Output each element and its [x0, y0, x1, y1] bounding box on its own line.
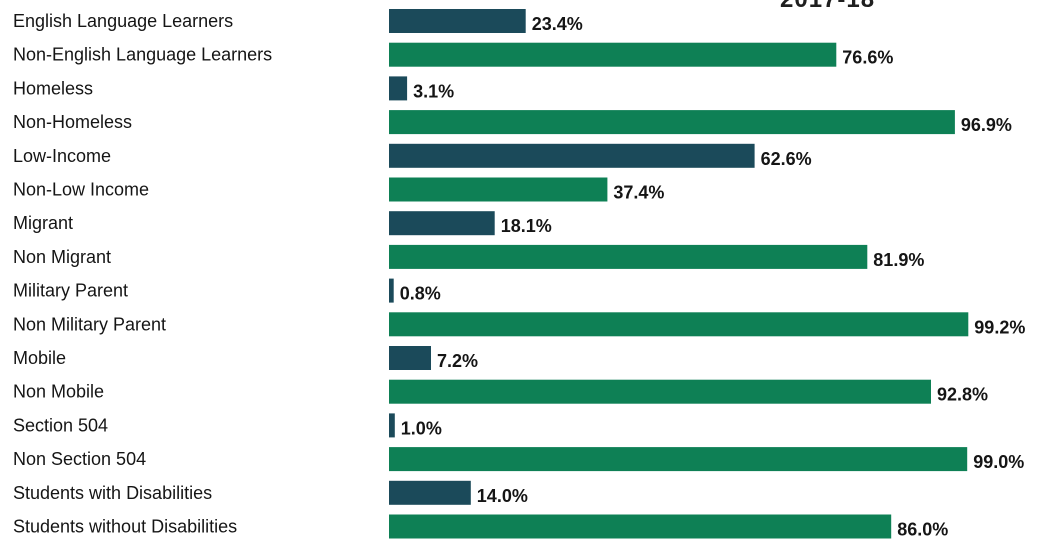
category-label: Homeless	[13, 78, 93, 98]
bar	[389, 244, 868, 269]
bar	[389, 42, 837, 67]
bar	[389, 413, 395, 438]
category-label: Non Military Parent	[13, 314, 166, 334]
category-label: Migrant	[13, 213, 73, 233]
value-label: 1.0%	[401, 418, 442, 438]
value-label: 86.0%	[897, 520, 948, 540]
category-label: Non-Homeless	[13, 112, 132, 132]
bar	[389, 143, 755, 168]
value-label: 14.0%	[477, 486, 528, 506]
bar	[389, 211, 495, 236]
value-label: 7.2%	[437, 351, 478, 371]
value-label: 76.6%	[842, 48, 893, 68]
category-label: Military Parent	[13, 281, 128, 301]
bar	[389, 76, 408, 101]
category-label: Section 504	[13, 415, 108, 435]
value-label: 81.9%	[873, 250, 924, 270]
bar	[389, 9, 526, 33]
bar	[389, 110, 955, 135]
bar	[389, 312, 969, 337]
bar	[389, 447, 968, 472]
category-label: Low-Income	[13, 146, 111, 166]
chart-title: 2017-18	[780, 0, 875, 14]
bar	[389, 278, 394, 303]
value-label: 18.1%	[501, 216, 552, 236]
value-label: 92.8%	[937, 385, 988, 405]
bar	[389, 379, 931, 404]
bar	[389, 346, 431, 370]
value-label: 96.9%	[961, 115, 1012, 135]
value-label: 23.4%	[532, 14, 583, 34]
category-label: Students without Disabilities	[13, 517, 237, 537]
value-label: 99.0%	[973, 452, 1024, 472]
category-label: Students with Disabilities	[13, 483, 212, 503]
category-label: English Language Learners	[13, 11, 233, 31]
bar	[389, 480, 471, 505]
value-label: 3.1%	[413, 81, 454, 101]
category-label: Non Section 504	[13, 449, 146, 469]
category-label: Non Migrant	[13, 247, 111, 267]
value-label: 37.4%	[613, 183, 664, 203]
category-label: Mobile	[13, 348, 66, 368]
value-label: 0.8%	[400, 284, 441, 304]
bar	[389, 177, 608, 202]
value-label: 62.6%	[761, 149, 812, 169]
category-label: Non-Low Income	[13, 180, 149, 200]
category-label: Non-English Language Learners	[13, 45, 272, 65]
category-label: Non Mobile	[13, 382, 104, 402]
bar	[389, 514, 892, 539]
value-label: 99.2%	[974, 317, 1025, 337]
